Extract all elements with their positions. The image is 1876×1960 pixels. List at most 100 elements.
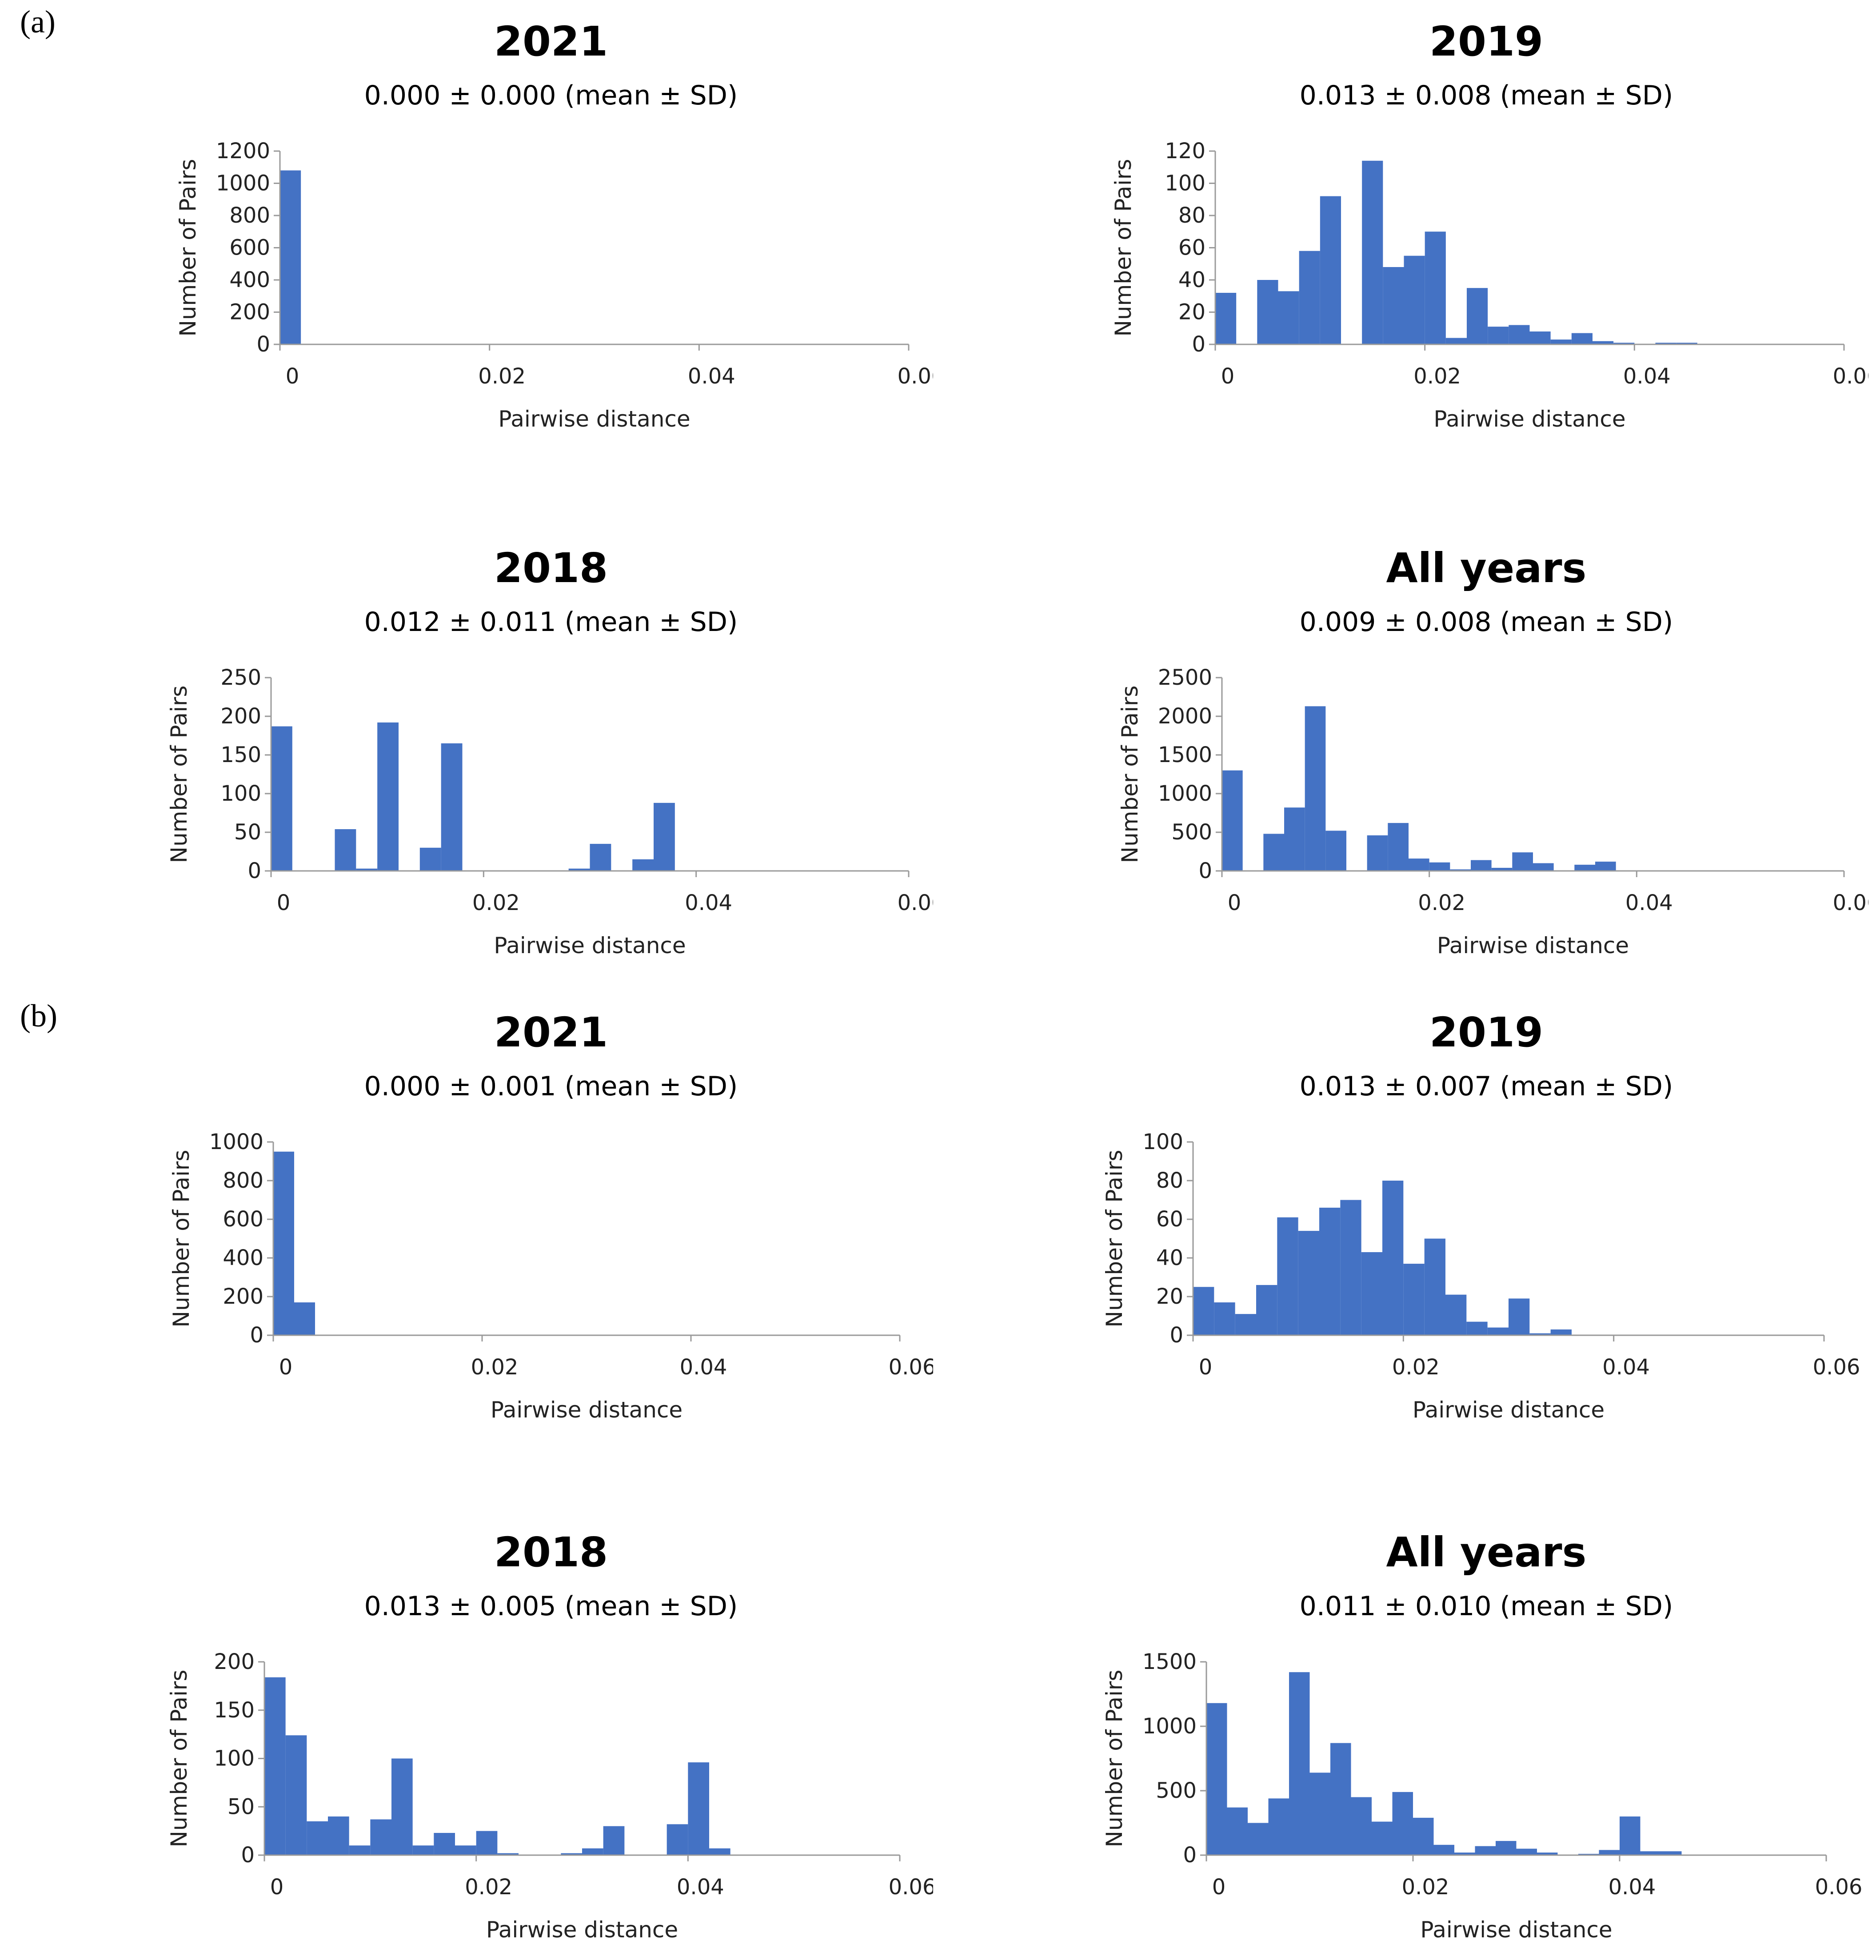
y-axis-title: Number of Pairs <box>1117 686 1143 863</box>
y-tick-label: 0 <box>250 1323 263 1348</box>
histogram-bar <box>1574 865 1595 871</box>
histogram-bar <box>667 1824 688 1855</box>
histogram-bar <box>654 802 675 871</box>
chart-subtitle: 0.012 ± 0.011 (mean ± SD) <box>364 607 738 638</box>
histogram-bar <box>1475 1846 1496 1855</box>
histogram-bar <box>1248 1823 1269 1855</box>
y-tick-label: 0 <box>247 858 261 883</box>
histogram-bar <box>1613 343 1635 345</box>
y-axis-title: Number of Pairs <box>169 1670 192 1848</box>
histogram-bar <box>561 1853 582 1855</box>
histogram-bar <box>1509 325 1530 344</box>
histogram-bar <box>1404 255 1425 345</box>
y-tick-label: 0 <box>1170 1323 1183 1348</box>
histogram-bar <box>1325 830 1346 871</box>
histogram-bar <box>1289 1672 1310 1855</box>
histogram-bar <box>1445 1294 1467 1335</box>
x-tick-label: 0 <box>1228 890 1241 915</box>
histogram-bar <box>441 743 463 871</box>
histogram-bar <box>1445 338 1467 344</box>
histogram-bar <box>1595 862 1616 871</box>
histogram-bar <box>280 170 301 344</box>
chart-title: 2018 <box>494 544 608 592</box>
y-tick-label: 0 <box>1183 1843 1197 1868</box>
histogram-bar <box>1319 1207 1341 1335</box>
y-tick-label: 800 <box>229 203 270 228</box>
chart-title: 2018 <box>494 1529 608 1576</box>
histogram-bar <box>1340 1200 1361 1335</box>
x-tick-label: 0.06 <box>898 364 933 389</box>
histogram-bar <box>1222 770 1243 871</box>
y-tick-label: 100 <box>214 1746 255 1771</box>
histogram-bar <box>1413 1817 1434 1855</box>
histogram-bar <box>1361 1252 1382 1335</box>
histogram-bar <box>1454 1852 1475 1855</box>
y-tick-label: 1500 <box>1158 742 1212 767</box>
chart-title: All years <box>1386 544 1587 592</box>
histogram-bar <box>688 1762 709 1855</box>
histogram-b-7: All years 0.011 ± 0.010 (mean ± SD) 0 500 10… <box>1104 1529 1868 1946</box>
x-axis-title: Pairwise distance <box>1413 1397 1605 1423</box>
y-tick-label: 600 <box>229 236 270 260</box>
y-tick-label: 40 <box>1156 1245 1183 1270</box>
chart-subtitle: 0.013 ± 0.007 (mean ± SD) <box>1299 1071 1673 1102</box>
x-tick-label: 0.04 <box>680 1355 727 1380</box>
histogram-bar <box>1496 1841 1517 1855</box>
histogram-bar <box>271 726 292 871</box>
histogram-bar <box>434 1832 455 1855</box>
histogram-bar <box>1529 331 1551 344</box>
histogram-bar <box>1516 1848 1537 1855</box>
histogram-bar <box>1599 1850 1620 1855</box>
y-axis-title: Number of Pairs <box>169 686 192 863</box>
histogram-bar <box>1655 343 1676 345</box>
chart-svg: 0 50 100 150 200 0 0.02 0.04 0.06 Pairwise distan… <box>169 1649 933 1943</box>
y-tick-label: 200 <box>223 1284 263 1309</box>
histogram-bar <box>1571 333 1593 345</box>
y-tick-label: 100 <box>1142 1130 1183 1154</box>
x-axis-title: Pairwise distance <box>486 1917 678 1943</box>
chart-svg: 0 500 1000 1500 0 0.02 0.04 0.06 Pairwise distan… <box>1104 1649 1862 1943</box>
histogram-bar <box>1676 343 1697 345</box>
x-tick-label: 0 <box>277 890 291 915</box>
histogram-b-4: 2021 0.000 ± 0.001 (mean ± SD) 0 200 400 600 8… <box>169 1009 933 1426</box>
histogram-bar <box>1620 1816 1641 1855</box>
histogram-bar <box>335 829 356 871</box>
histogram-bar <box>1382 1181 1404 1335</box>
x-axis-title: Pairwise distance <box>491 1397 683 1423</box>
histogram-bar <box>1227 1807 1248 1855</box>
y-tick-label: 1000 <box>216 171 270 196</box>
y-tick-label: 1000 <box>1158 781 1212 806</box>
y-axis-title: Number of Pairs <box>1104 1150 1127 1328</box>
x-axis-title: Pairwise distance <box>1433 406 1625 432</box>
x-tick-label: 0.04 <box>1609 1875 1656 1900</box>
y-tick-label: 0 <box>241 1843 255 1868</box>
chart-svg: 0 20 40 60 80 100 0 0.02 0.04 0.06 Pairwise distan… <box>1104 1130 1860 1423</box>
y-tick-label: 150 <box>214 1698 255 1723</box>
y-tick-label: 400 <box>229 267 270 292</box>
histogram-bar <box>476 1831 498 1856</box>
histogram-bar <box>273 1151 294 1335</box>
y-tick-label: 800 <box>223 1168 263 1193</box>
histogram-bar <box>1409 858 1429 871</box>
histogram-bar <box>1403 1264 1425 1335</box>
histogram-bar <box>1351 1797 1372 1855</box>
histogram-b-5: 2019 0.013 ± 0.007 (mean ± SD) 0 20 40 60 80 10… <box>1104 1009 1868 1426</box>
histogram-bar <box>1235 1314 1256 1335</box>
histogram-bar <box>1367 835 1388 871</box>
x-tick-label: 0.04 <box>685 890 732 915</box>
y-tick-label: 0 <box>256 332 270 357</box>
histogram-bar <box>419 847 441 871</box>
histogram-bar <box>1425 232 1446 344</box>
y-tick-label: 20 <box>1178 300 1205 325</box>
y-tick-label: 1500 <box>1142 1649 1197 1674</box>
x-tick-label: 0.06 <box>889 1355 933 1380</box>
x-tick-label: 0.06 <box>898 890 933 915</box>
histogram-bar <box>1433 1844 1454 1855</box>
histogram-bar <box>391 1758 413 1855</box>
histogram-bar <box>1450 869 1471 871</box>
histogram-bar <box>632 859 654 871</box>
x-tick-label: 0 <box>279 1355 293 1380</box>
histogram-bar <box>1277 1217 1298 1335</box>
histogram-bar <box>328 1816 349 1855</box>
y-tick-label: 100 <box>1165 171 1205 196</box>
